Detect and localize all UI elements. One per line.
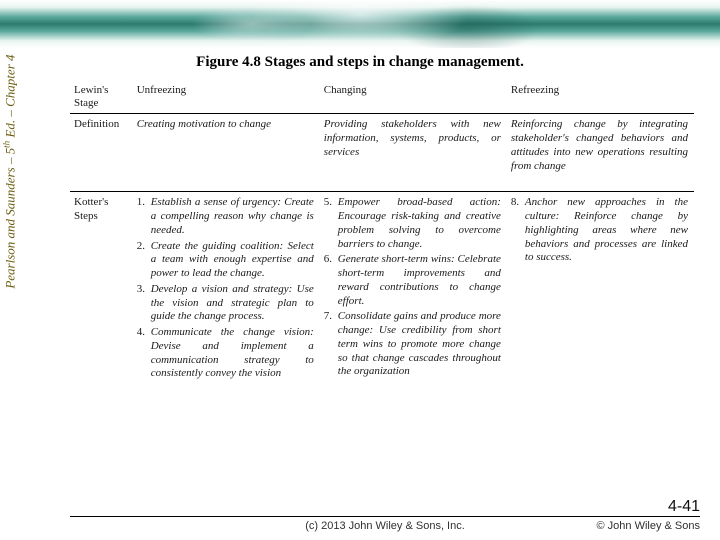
copyright-right: © John Wiley & Sons xyxy=(597,520,700,532)
step-text: Consolidate gains and produce more chang… xyxy=(338,310,501,379)
step-number: 7. xyxy=(324,310,338,379)
spine-sup: th xyxy=(1,141,11,148)
spine-label: Pearlson and Saunders – 5th Ed. – Chapte… xyxy=(1,54,18,288)
step-item: 1.Establish a sense of urgency: Create a… xyxy=(137,196,314,237)
step-item: 3.Develop a vision and strategy: Use the… xyxy=(137,283,314,324)
steps-changing: 5.Empower broad-based action: Encourage … xyxy=(320,192,507,387)
page-number: 4-41 xyxy=(668,498,700,516)
content-area: Lewin's Stage Unfreezing Changing Refree… xyxy=(70,80,694,500)
def-changing: Providing stakeholders with new informat… xyxy=(320,114,507,192)
step-text: Empower broad-based action: Encourage ri… xyxy=(338,196,501,251)
step-number: 4. xyxy=(137,326,151,381)
step-number: 3. xyxy=(137,283,151,324)
row-label-definition: Definition xyxy=(70,114,133,192)
step-number: 5. xyxy=(324,196,338,251)
table-steps-row: Kotter's Steps 1.Establish a sense of ur… xyxy=(70,192,694,387)
decorative-banner xyxy=(0,0,720,48)
step-item: 4.Communicate the change vision: Devise … xyxy=(137,326,314,381)
def-refreezing: Reinforcing change by integrating stakeh… xyxy=(507,114,694,192)
step-text: Generate short-term wins: Celebrate shor… xyxy=(338,253,501,308)
step-item: 5.Empower broad-based action: Encourage … xyxy=(324,196,501,251)
stages-table: Lewin's Stage Unfreezing Changing Refree… xyxy=(70,80,694,387)
table-header-row: Lewin's Stage Unfreezing Changing Refree… xyxy=(70,80,694,114)
step-item: 7.Consolidate gains and produce more cha… xyxy=(324,310,501,379)
col-header-refreezing: Refreezing xyxy=(507,80,694,114)
step-item: 6.Generate short-term wins: Celebrate sh… xyxy=(324,253,501,308)
spine-post: Ed. – Chapter 4 xyxy=(3,54,18,140)
step-number: 8. xyxy=(511,196,525,265)
copyright-center: (c) 2013 John Wiley & Sons, Inc. xyxy=(305,520,465,532)
step-item: 2.Create the guiding coalition: Select a… xyxy=(137,240,314,281)
steps-refreezing: 8.Anchor new approaches in the culture: … xyxy=(507,192,694,387)
table-definition-row: Definition Creating motivation to change… xyxy=(70,114,694,192)
step-number: 2. xyxy=(137,240,151,281)
col-header-unfreezing: Unfreezing xyxy=(133,80,320,114)
step-item: 8.Anchor new approaches in the culture: … xyxy=(511,196,688,265)
def-unfreezing: Creating motivation to change xyxy=(133,114,320,192)
step-text: Develop a vision and strategy: Use the v… xyxy=(151,283,314,324)
footer: (c) 2013 John Wiley & Sons, Inc. © John … xyxy=(70,516,700,532)
step-text: Communicate the change vision: Devise an… xyxy=(151,326,314,381)
col-header-changing: Changing xyxy=(320,80,507,114)
step-number: 1. xyxy=(137,196,151,237)
step-text: Anchor new approaches in the culture: Re… xyxy=(525,196,688,265)
step-text: Establish a sense of urgency: Create a c… xyxy=(151,196,314,237)
spine-pre: Pearlson and Saunders – 5 xyxy=(3,148,18,289)
step-text: Create the guiding coalition: Select a t… xyxy=(151,240,314,281)
row-label-steps: Kotter's Steps xyxy=(70,192,133,387)
figure-title: Figure 4.8 Stages and steps in change ma… xyxy=(0,48,720,75)
step-number: 6. xyxy=(324,253,338,308)
steps-unfreezing: 1.Establish a sense of urgency: Create a… xyxy=(133,192,320,387)
row-label-stage: Lewin's Stage xyxy=(70,80,133,114)
